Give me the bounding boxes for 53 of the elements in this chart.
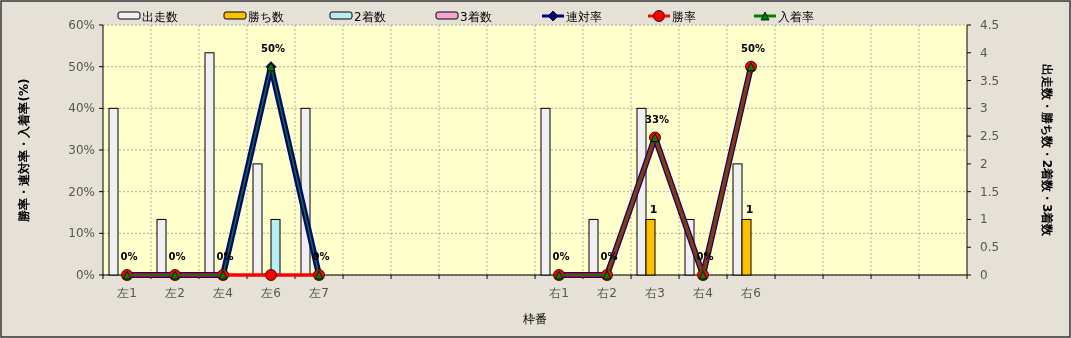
legend-item: 入着率 bbox=[754, 10, 814, 24]
x-tick-label: 左1 bbox=[117, 286, 137, 300]
data-label: 1 bbox=[649, 203, 658, 217]
y2-tick-label: 3.5 bbox=[980, 73, 1000, 88]
legend-label: 勝率 bbox=[672, 10, 696, 24]
y2-axis-title: 出走数・勝ち数・2着数・3着数 bbox=[1040, 63, 1054, 238]
legend-item: 3着数 bbox=[435, 10, 492, 24]
data-label: 0% bbox=[120, 251, 138, 262]
data-label: 0% bbox=[168, 251, 186, 262]
y-tick-label: 10% bbox=[68, 226, 95, 241]
data-label: 50% bbox=[261, 42, 285, 54]
x-tick-label: 右6 bbox=[741, 286, 761, 300]
y-tick-label: 30% bbox=[68, 143, 95, 157]
x-tick-label: 左6 bbox=[261, 286, 281, 300]
x-tick-label: 右4 bbox=[693, 286, 713, 300]
x-tick-label: 左2 bbox=[165, 286, 185, 300]
legend-item: 勝ち数 bbox=[223, 10, 284, 24]
x-tick-label: 右2 bbox=[597, 286, 617, 300]
legend-label: 入着率 bbox=[778, 10, 814, 24]
legend-item: 2着数 bbox=[329, 10, 386, 24]
data-label: 50% bbox=[741, 42, 765, 54]
y2-tick-label: 2.5 bbox=[980, 129, 1000, 144]
y2-tick-label: 0 bbox=[980, 268, 988, 282]
y-tick-label: 0% bbox=[75, 268, 95, 282]
y2-tick-label: 2 bbox=[980, 156, 988, 171]
legend-label: 勝ち数 bbox=[248, 10, 284, 24]
y2-tick-label: 1 bbox=[980, 212, 988, 227]
y-axis-title: 勝率・連対率・入着率(%) bbox=[17, 78, 31, 223]
legend-label: 連対率 bbox=[566, 10, 602, 24]
data-label: 1 bbox=[745, 203, 754, 217]
y2-tick-label: 3 bbox=[980, 101, 988, 116]
y2-tick-label: 4 bbox=[980, 45, 988, 60]
x-tick-label: 左4 bbox=[213, 286, 233, 300]
legend-label: 出走数 bbox=[142, 10, 178, 24]
y-tick-label: 20% bbox=[68, 184, 95, 199]
data-label: 33% bbox=[645, 113, 669, 125]
x-tick-label: 右3 bbox=[645, 286, 665, 300]
y-tick-label: 40% bbox=[68, 101, 95, 116]
legend-item: 出走数 bbox=[117, 10, 178, 24]
x-tick-label: 左7 bbox=[309, 286, 329, 300]
legend-label: 2着数 bbox=[354, 10, 386, 24]
legend-label: 3着数 bbox=[460, 10, 492, 24]
x-axis-title: 枠番 bbox=[522, 312, 547, 326]
y2-tick-label: 0.5 bbox=[980, 240, 1000, 255]
data-label: 0% bbox=[696, 251, 714, 262]
legend-item: 勝率 bbox=[648, 10, 696, 24]
y-tick-label: 50% bbox=[68, 59, 95, 74]
legend-item: 連対率 bbox=[542, 10, 602, 24]
x-tick-label: 右1 bbox=[549, 286, 569, 300]
data-label: 0% bbox=[552, 251, 570, 262]
y2-tick-label: 1.5 bbox=[980, 184, 1000, 199]
y-tick-label: 60% bbox=[68, 18, 95, 32]
y2-tick-label: 4.5 bbox=[980, 18, 1000, 32]
